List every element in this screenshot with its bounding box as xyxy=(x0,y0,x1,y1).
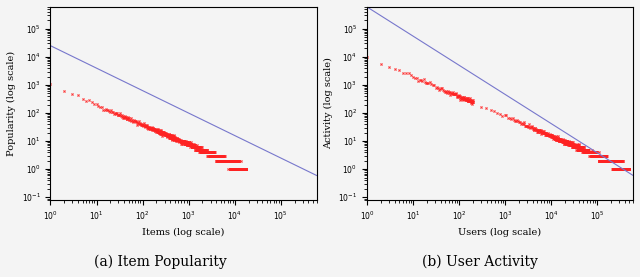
Text: (b) User Activity: (b) User Activity xyxy=(422,255,538,269)
X-axis label: Users (log scale): Users (log scale) xyxy=(458,228,541,237)
Y-axis label: Activity (log scale): Activity (log scale) xyxy=(323,58,333,149)
Text: (a) Item Popularity: (a) Item Popularity xyxy=(93,255,227,269)
X-axis label: Items (log scale): Items (log scale) xyxy=(142,228,225,237)
Y-axis label: Popularity (log scale): Popularity (log scale) xyxy=(7,51,16,156)
